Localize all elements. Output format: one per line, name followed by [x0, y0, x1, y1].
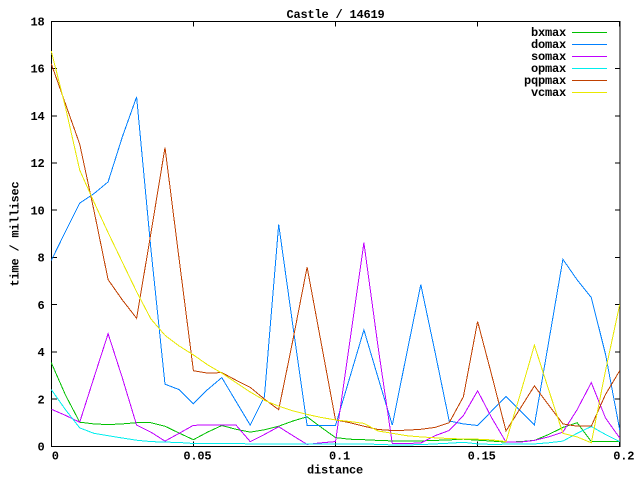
svg-text:10: 10 — [30, 204, 44, 218]
svg-text:4: 4 — [37, 346, 44, 360]
svg-text:opmax: opmax — [531, 62, 566, 76]
svg-text:8: 8 — [37, 252, 44, 266]
svg-text:12: 12 — [30, 157, 44, 171]
svg-text:16: 16 — [30, 63, 44, 77]
svg-text:bxmax: bxmax — [531, 26, 566, 40]
svg-text:0: 0 — [37, 441, 44, 455]
svg-text:Castle / 14619: Castle / 14619 — [286, 8, 384, 22]
svg-text:2: 2 — [37, 393, 44, 407]
svg-text:14: 14 — [30, 110, 44, 124]
svg-text:0.05: 0.05 — [183, 450, 211, 464]
svg-text:0.1: 0.1 — [329, 450, 350, 464]
svg-text:0.15: 0.15 — [468, 450, 496, 464]
svg-text:time / millisec: time / millisec — [9, 181, 23, 286]
svg-text:distance: distance — [307, 464, 363, 478]
svg-text:18: 18 — [30, 16, 44, 30]
svg-text:vcmax: vcmax — [531, 86, 566, 100]
svg-text:domax: domax — [531, 38, 566, 52]
svg-text:0: 0 — [52, 450, 59, 464]
svg-text:somax: somax — [531, 50, 566, 64]
svg-text:pqpmax: pqpmax — [524, 74, 566, 88]
svg-text:0.2: 0.2 — [613, 450, 634, 464]
svg-text:6: 6 — [37, 299, 44, 313]
